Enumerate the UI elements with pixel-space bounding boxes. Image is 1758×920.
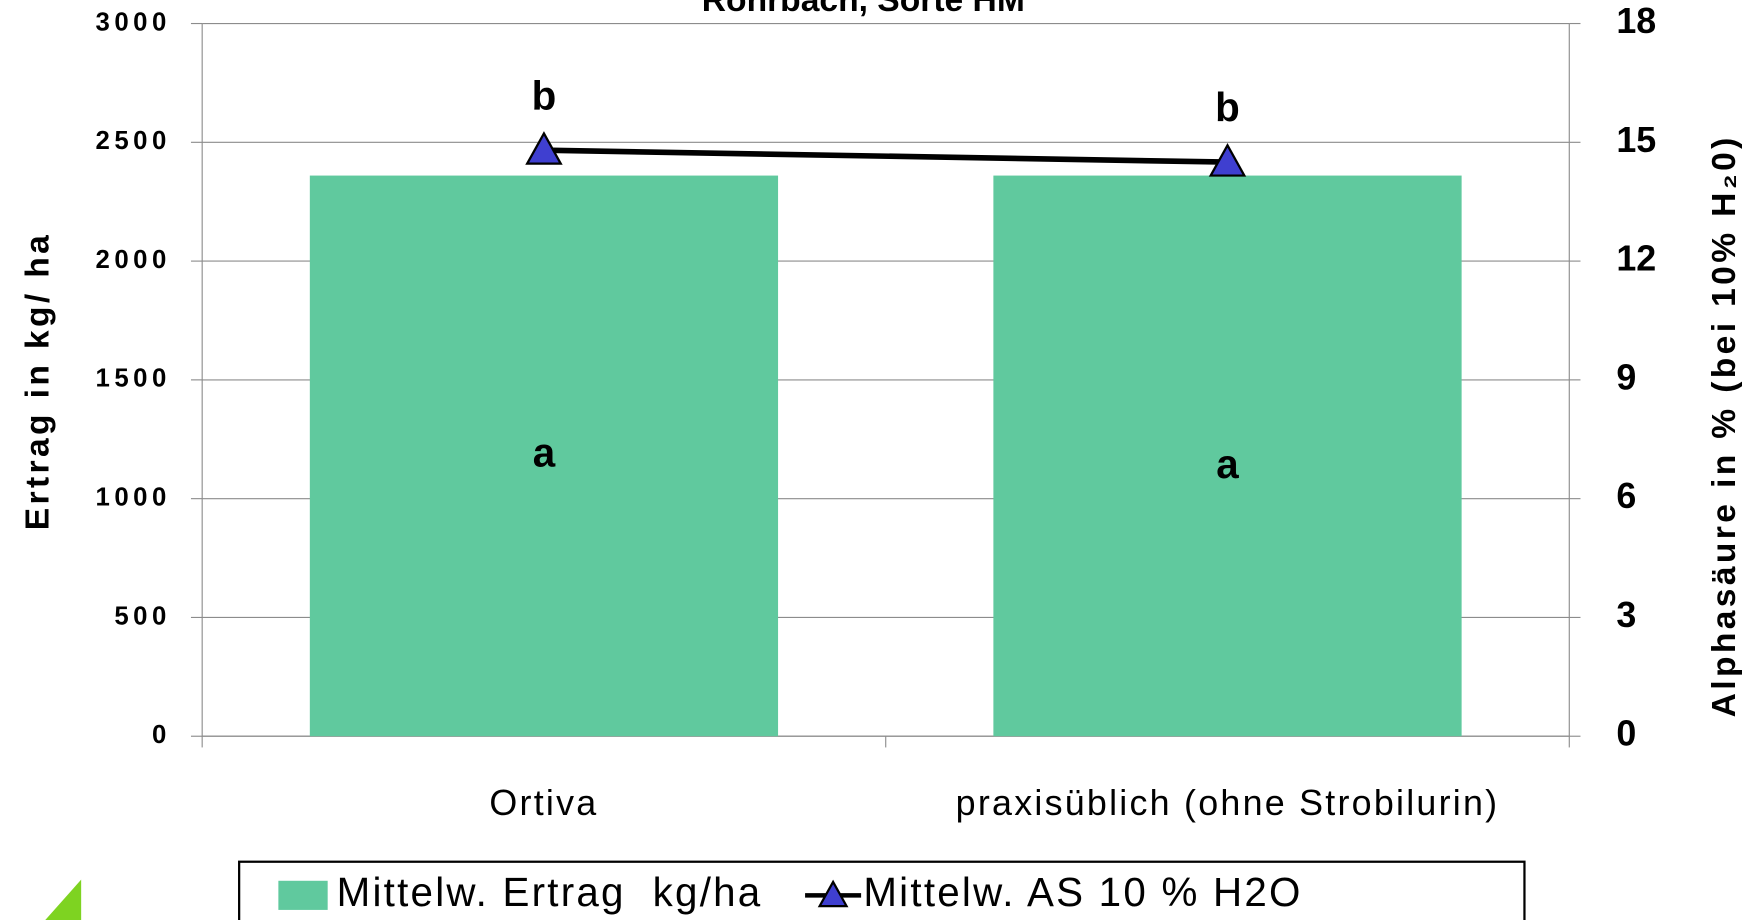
line-marker — [525, 131, 563, 165]
y2-tick-label: 6 — [1616, 476, 1636, 516]
y-axis-title: Ertrag in kg/ ha — [20, 232, 57, 530]
y2-tick-label: 0 — [1616, 714, 1636, 754]
y2-tick-label: 3 — [1616, 595, 1636, 635]
bar — [993, 175, 1462, 737]
line-marker — [1208, 142, 1247, 177]
y2-tick-label: 9 — [1616, 357, 1636, 397]
y-tick-label: 1500 — [96, 365, 171, 393]
line — [543, 147, 1228, 165]
x-tick-label: praxisüblich (ohne Strobilurin) — [956, 783, 1500, 823]
y-tick-label: 2500 — [96, 127, 171, 155]
logo — [45, 879, 82, 920]
legend-box — [238, 860, 1526, 920]
y-tick-label: 1000 — [96, 483, 171, 511]
chart-title: Rohrbach, Sorte HM — [702, 0, 1025, 19]
y2-tick-label: 12 — [1616, 239, 1656, 279]
y2-axis-title: Alphasäure in % (bei 10% H₂0) — [1706, 134, 1743, 717]
y-tick-label: 3000 — [96, 8, 171, 36]
legend-label: Mittelw. AS 10 % H2O — [863, 869, 1302, 915]
y-tick-label: 500 — [114, 602, 170, 630]
y-tick-label: 0 — [152, 721, 171, 749]
bar — [309, 175, 779, 737]
y2-tick-label: 18 — [1616, 1, 1656, 41]
line-label: b — [1215, 84, 1240, 130]
bar-label: a — [533, 430, 556, 476]
legend-marker — [817, 879, 849, 908]
y2-tick-label: 15 — [1616, 120, 1656, 160]
y-tick-label: 2000 — [96, 246, 171, 274]
line-label: b — [532, 72, 557, 118]
legend-swatch — [278, 880, 328, 910]
legend-label: Mittelw. Ertrag kg/ha — [337, 869, 763, 915]
x-tick-label: Ortiva — [489, 783, 598, 823]
bar-label: a — [1216, 441, 1239, 487]
